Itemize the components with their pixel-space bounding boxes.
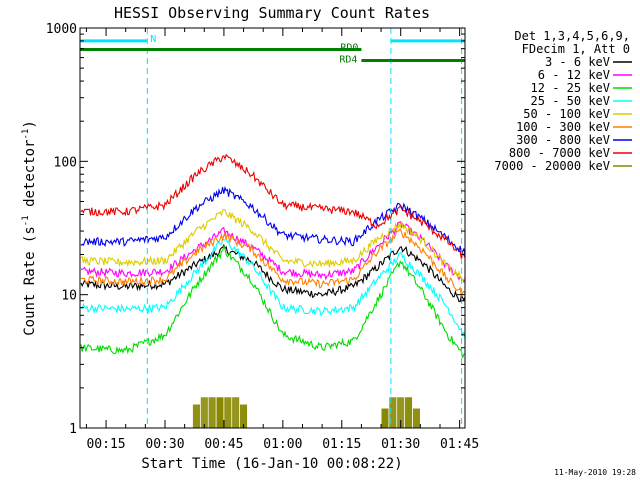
legend-label: 300 - 800 keV — [516, 133, 610, 147]
x-axis: 00:15 00:30 00:45 01:00 01:15 01:30 01:45 — [85, 28, 479, 452]
series-line — [80, 153, 466, 260]
legend-label: 50 - 100 keV — [523, 107, 610, 121]
flag-label: RD0 — [340, 42, 358, 53]
legend-label: 12 - 25 keV — [531, 81, 610, 95]
y-axis: 1 10 100 1000 — [46, 22, 465, 437]
plot-frame — [79, 27, 466, 429]
x-tick-label: 01:15 — [322, 437, 361, 452]
footer-date: 11-May-2010 19:28 — [554, 468, 636, 477]
legend-header-line-2: FDecim 1, Att 0 — [522, 42, 630, 56]
series-300to800keV — [79, 185, 466, 256]
y-tick-label: 1 — [69, 422, 77, 437]
x-tick-label: 01:30 — [381, 437, 420, 452]
y-tick-label: 10 — [61, 289, 77, 304]
legend-label: 800 - 7000 keV — [509, 146, 610, 160]
series-layer — [79, 153, 466, 428]
legend-label: 3 - 6 keV — [545, 55, 610, 69]
legend-label: 6 - 12 keV — [538, 68, 610, 82]
y-tick-label: 1000 — [46, 22, 77, 37]
x-tick-label: 00:45 — [204, 437, 243, 452]
series-line — [80, 185, 466, 256]
legend-label: 7000 - 20000 keV — [494, 159, 610, 173]
series-800to7000keV — [79, 153, 466, 260]
series-3to6keV — [79, 243, 466, 303]
series-25to50keV — [79, 237, 466, 339]
flag-label: N — [150, 34, 156, 45]
x-tick-label: 00:30 — [145, 437, 184, 452]
legend-label: 100 - 300 keV — [516, 120, 610, 134]
series-line — [80, 209, 466, 281]
series-7000to20000keV — [192, 397, 420, 428]
x-axis-label: Start Time (16-Jan-10 00:08:22) — [141, 456, 402, 472]
legend: Det 1,3,4,5,6,9, FDecim 1, Att 0 3 - 6 k… — [494, 29, 632, 173]
y-axis-label: Count Rate (s-1 detector-1) — [21, 120, 38, 336]
x-tick-label: 01:45 — [440, 437, 479, 452]
legend-header-line-1: Det 1,3,4,5,6,9, — [514, 29, 630, 43]
series-line — [80, 227, 466, 297]
y-tick-label: 100 — [54, 155, 77, 170]
series-line — [80, 245, 466, 359]
series-line — [80, 243, 466, 303]
flag-layer: N RD0 RD4 — [80, 28, 465, 428]
series-line — [80, 237, 466, 339]
flag-label: RD4 — [339, 55, 357, 66]
x-tick-label: 01:00 — [263, 437, 302, 452]
series-50to100keV — [79, 209, 466, 281]
legend-label: 25 - 50 keV — [531, 94, 610, 108]
chart-title: HESSI Observing Summary Count Rates — [114, 4, 430, 22]
series-12to25keV — [79, 245, 466, 359]
x-tick-label: 00:15 — [86, 437, 125, 452]
